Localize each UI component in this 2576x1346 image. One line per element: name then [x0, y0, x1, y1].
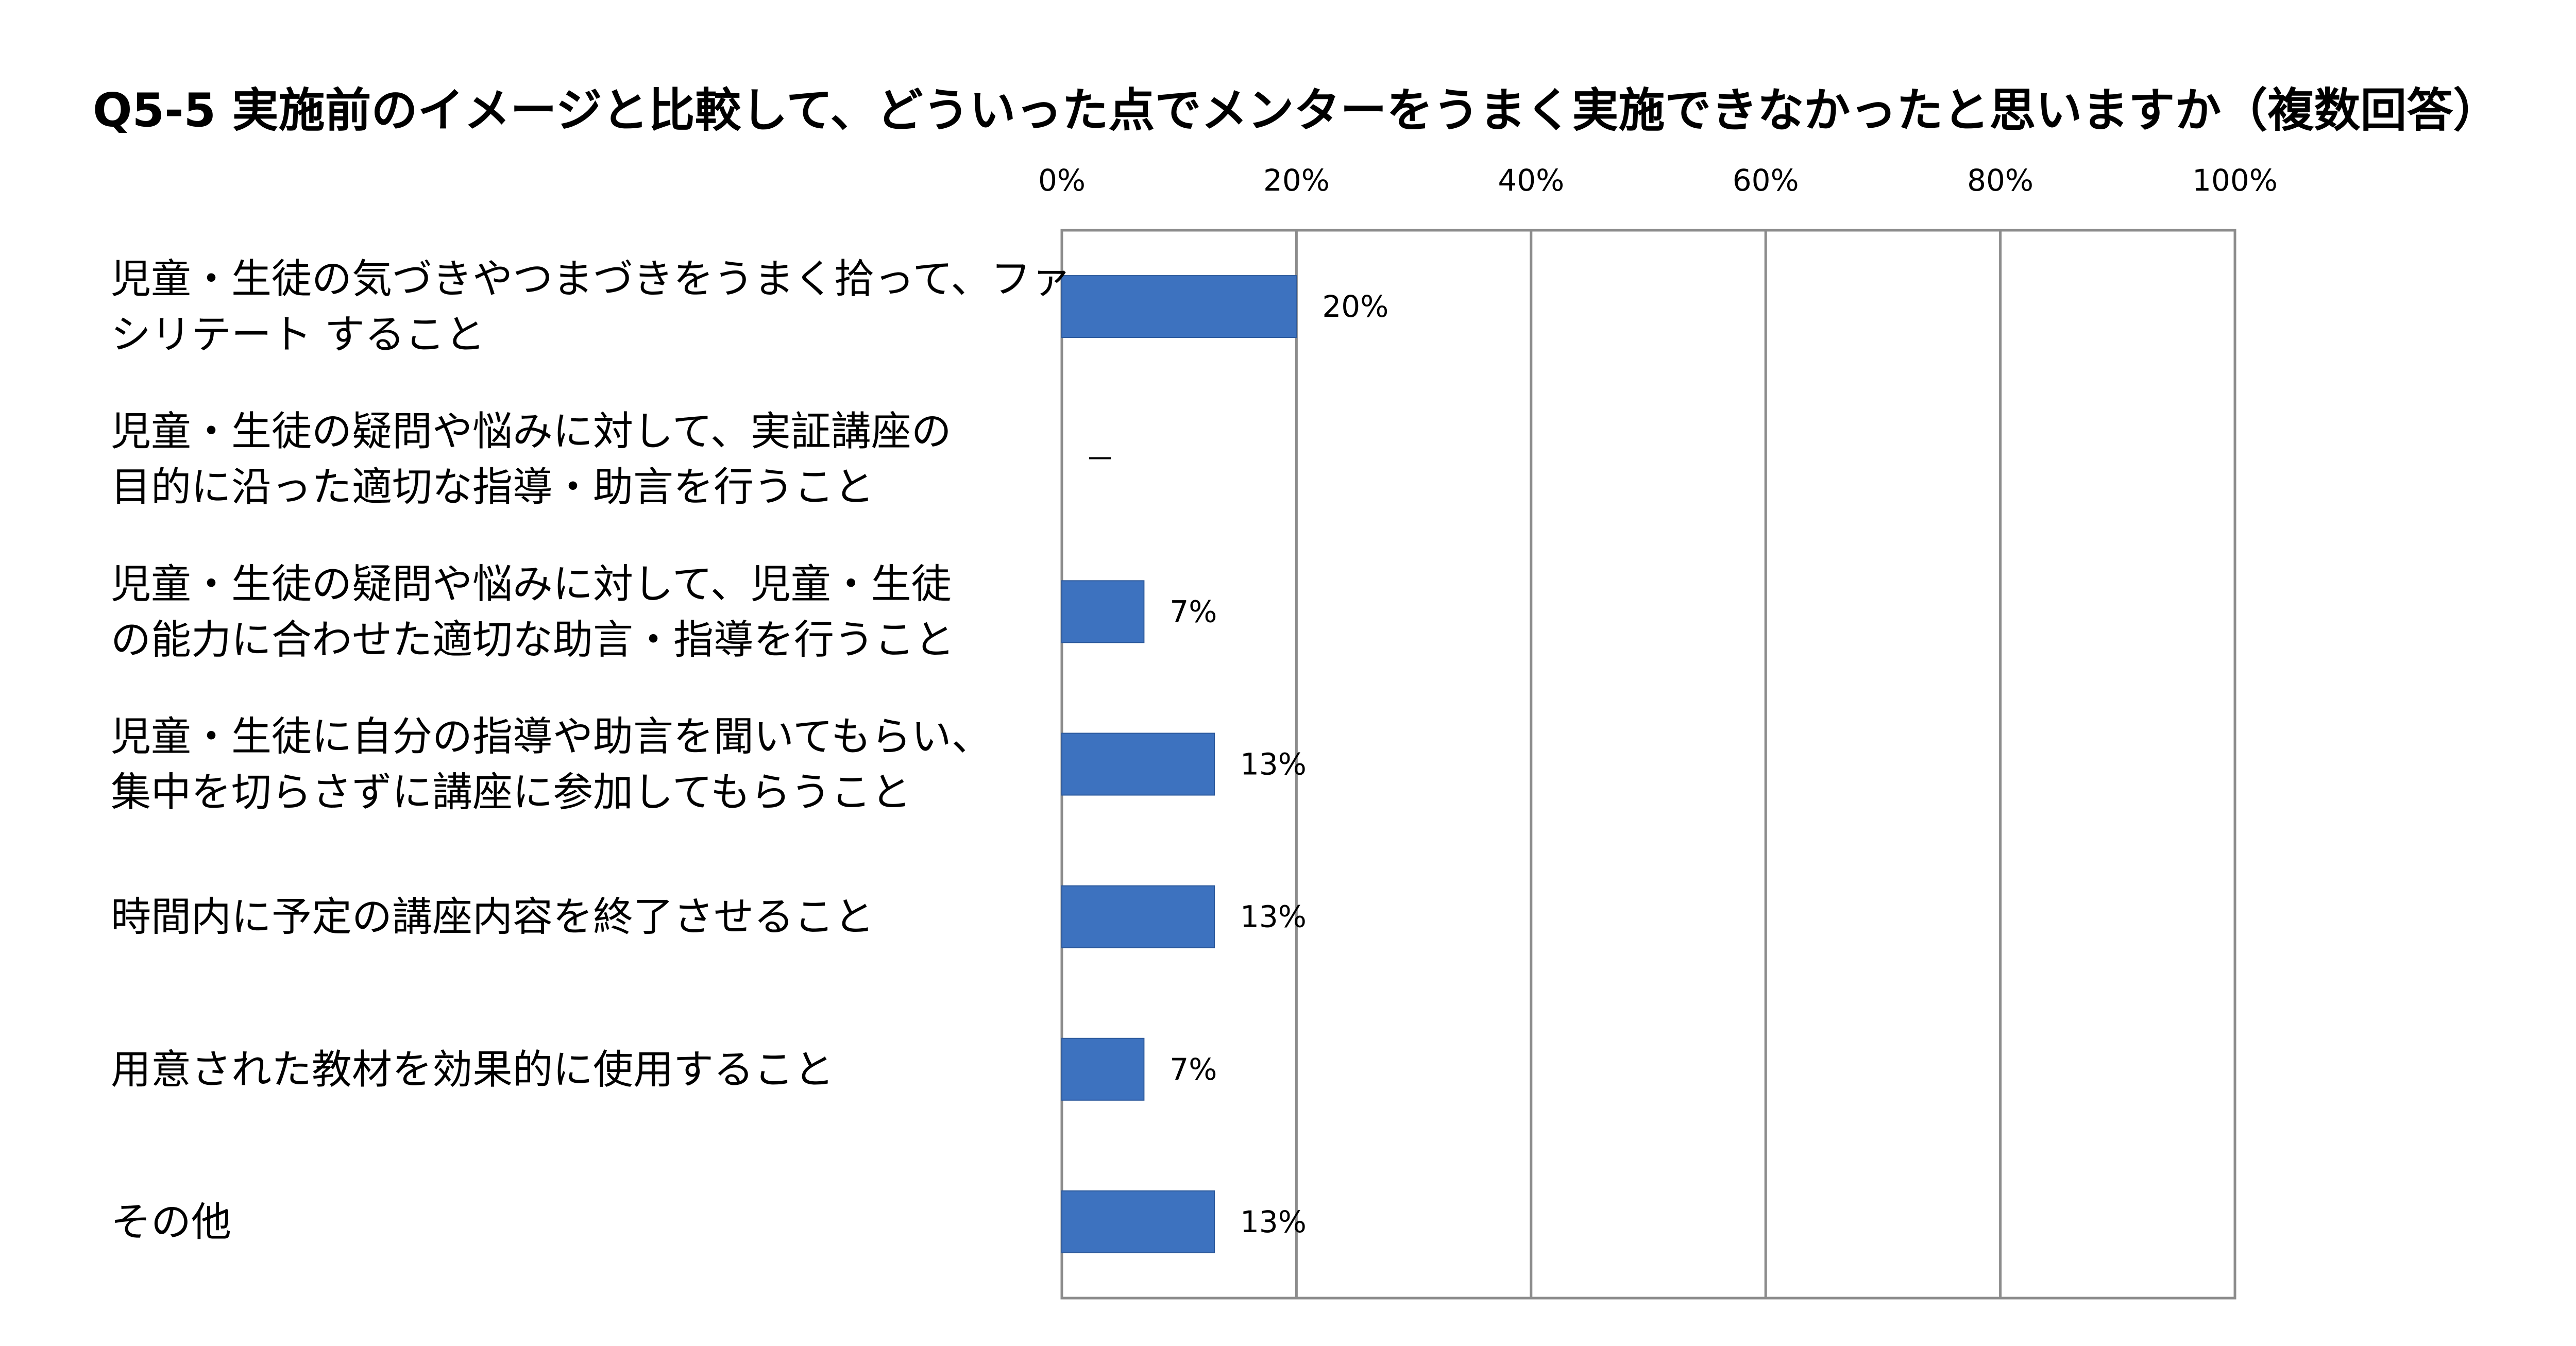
bar: [1061, 580, 1145, 643]
category-label: 児童・生徒の疑問や悩みに対して、児童・生徒の能力に合わせた適切な助言・指導を行う…: [111, 561, 955, 663]
category-label: 児童・生徒の気づきやつまづきをうまく拾って、ファシリテート すること: [111, 256, 1071, 358]
data-label: 20%: [1322, 289, 1388, 324]
x-tick-label: 100%: [2192, 163, 2278, 198]
category-label: 児童・生徒に自分の指導や助言を聞いてもらい、集中を切らさずに講座に参加してもらう…: [111, 714, 992, 816]
data-label: 13%: [1240, 747, 1307, 782]
plot-frame: [1060, 229, 2236, 1300]
x-tick-label: 60%: [1733, 163, 1799, 198]
category-label: 児童・生徒の疑問や悩みに対して、実証講座の目的に沿った適切な指導・助言を行うこと: [111, 408, 952, 510]
x-tick-label: 80%: [1967, 163, 2033, 198]
bar: [1061, 275, 1297, 338]
x-tick-label: 40%: [1498, 163, 1564, 198]
category-label: 用意された教材を効果的に使用すること: [111, 1047, 834, 1093]
data-label: 7%: [1170, 594, 1217, 629]
data-label: －: [1085, 441, 1115, 476]
category-label: その他: [111, 1199, 231, 1246]
x-tick-label: 0%: [1038, 163, 1086, 198]
bar: [1061, 732, 1215, 796]
x-tick-label: 20%: [1263, 163, 1330, 198]
data-label: 13%: [1240, 899, 1307, 934]
data-label: 7%: [1170, 1052, 1217, 1087]
data-label: 13%: [1240, 1204, 1307, 1239]
bar: [1061, 1190, 1215, 1253]
chart-title: Q5-5 実施前のイメージと比較して、どういった点でメンターをうまく実施できなか…: [93, 83, 2499, 138]
bar: [1061, 1037, 1145, 1101]
bar: [1061, 885, 1215, 948]
category-label: 時間内に予定の講座内容を終了させること: [111, 894, 874, 941]
